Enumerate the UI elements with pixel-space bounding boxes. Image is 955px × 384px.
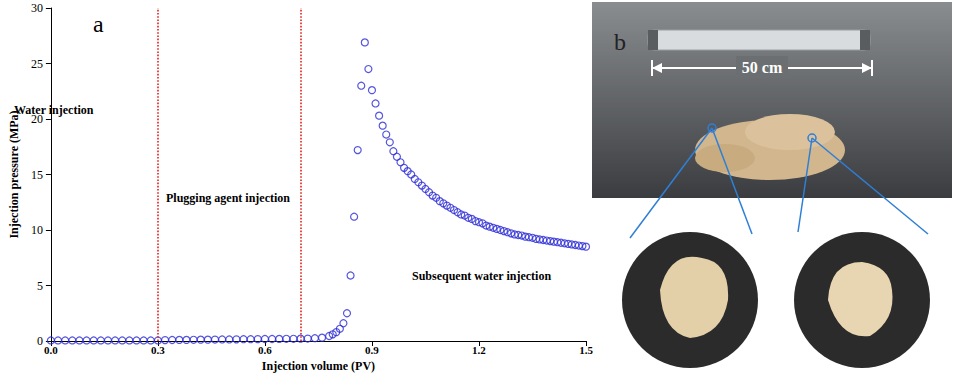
svg-text:1.2: 1.2 [472,344,486,356]
svg-text:Injection volume (PV): Injection volume (PV) [262,359,375,373]
svg-text:0.9: 0.9 [365,344,379,356]
svg-text:5: 5 [37,279,43,293]
svg-text:b: b [614,29,626,55]
svg-text:0.6: 0.6 [258,344,272,356]
svg-text:Subsequent water injection: Subsequent water injection [412,269,551,283]
svg-text:Plugging agent injection: Plugging agent injection [166,191,290,205]
svg-text:0.3: 0.3 [151,344,165,356]
svg-text:0.0: 0.0 [44,344,58,356]
svg-text:0: 0 [37,334,43,348]
svg-text:10: 10 [31,223,43,237]
svg-text:15: 15 [31,168,43,182]
svg-text:a: a [93,11,104,37]
svg-text:1.5: 1.5 [579,344,593,356]
svg-text:50 cm: 50 cm [742,59,783,76]
svg-text:20: 20 [31,112,43,126]
svg-text:30: 30 [31,1,43,15]
svg-text:25: 25 [31,57,43,71]
svg-text:Water injection: Water injection [14,103,94,117]
svg-text:Injection pressure (MPa): Injection pressure (MPa) [7,110,21,238]
